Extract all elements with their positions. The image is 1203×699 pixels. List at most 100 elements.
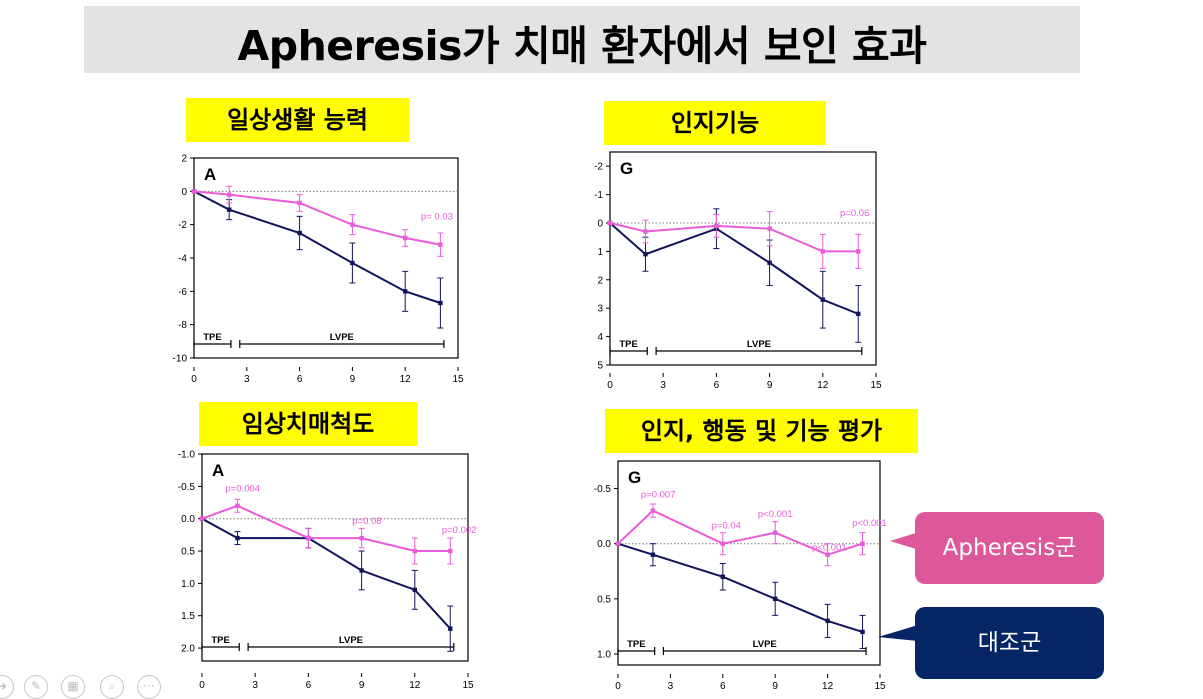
- p-value-annotation: p<0.001: [812, 542, 847, 553]
- slides-grid-icon[interactable]: ▦: [61, 675, 85, 699]
- apheresis-data-point: [412, 548, 417, 554]
- callout-pointer-apheresis: [890, 533, 916, 549]
- x-tick-label: 0: [199, 680, 205, 691]
- apheresis-data-point: [448, 548, 453, 554]
- y-tick-label: -10: [173, 354, 188, 365]
- phase-label: LVPE: [747, 339, 771, 350]
- apheresis-data-point: [235, 503, 240, 508]
- p-value-annotation: p=0.002: [442, 525, 477, 536]
- y-tick-label: 1.0: [597, 649, 611, 660]
- x-tick-label: 0: [607, 380, 613, 391]
- legend-apheresis: Apheresis군: [915, 512, 1104, 584]
- p-value-annotation: p<0.001: [758, 509, 793, 520]
- plot-frame: [609, 151, 877, 366]
- y-tick-label: 2: [597, 275, 603, 286]
- control-data-point: [825, 618, 830, 624]
- more-options-icon[interactable]: ···: [137, 675, 161, 699]
- apheresis-series-line: [609, 222, 859, 253]
- x-tick-label: 9: [359, 680, 365, 691]
- control-data-point: [856, 311, 861, 317]
- apheresis-series-line: [193, 190, 441, 246]
- legend-control: 대조군: [915, 607, 1104, 679]
- control-data-point: [820, 297, 825, 302]
- y-tick-label: 0.5: [597, 594, 611, 605]
- slide-title: Apheresis가 치매 환자에서 보인 효과: [237, 22, 927, 70]
- chart-label-cognition: 인지기능: [604, 101, 826, 145]
- panel-letter: A: [204, 165, 216, 184]
- apheresis-data-point: [650, 508, 656, 513]
- control-data-point: [235, 535, 240, 541]
- apheresis-data-point: [615, 541, 621, 546]
- control-data-point: [720, 574, 725, 579]
- apheresis-data-point: [359, 535, 364, 541]
- apheresis-data-point: [856, 249, 861, 254]
- p-value-annotation: p=0.004: [225, 484, 260, 495]
- x-tick-label: 3: [252, 680, 258, 691]
- control-data-point: [448, 626, 453, 631]
- control-data-point: [403, 289, 408, 294]
- y-tick-label: -2: [178, 220, 187, 231]
- apheresis-data-point: [820, 249, 825, 254]
- slide-arrow-icon[interactable]: ➜: [0, 675, 14, 699]
- apheresis-data-point: [403, 235, 408, 241]
- x-tick-label: 0: [615, 681, 621, 692]
- chart-label-cdr: 임상치매척도: [199, 402, 417, 446]
- y-tick-label: 0.0: [597, 539, 611, 550]
- control-data-point: [643, 252, 648, 257]
- chart-cognition: -2 -1 0 1 2 3 4 5 0 3 6 9 12 15 G TPE LVPE p=0.06: [570, 150, 890, 391]
- apheresis-data-point: [607, 220, 613, 226]
- chart-cbb: -0.5 0.0 0.5 1.0 0 3 6 9 12 15 G TPE LVPE p=0.007 p=0.…: [570, 455, 890, 695]
- x-tick-label: 6: [714, 380, 720, 391]
- panel-letter: G: [620, 159, 633, 178]
- control-series-line: [201, 517, 452, 630]
- callout-pointers: [878, 533, 918, 641]
- apheresis-data-point: [643, 229, 648, 234]
- apheresis-data-point: [191, 189, 197, 194]
- control-series-line: [609, 222, 859, 315]
- control-series-line: [617, 542, 863, 633]
- x-tick-label: 15: [462, 680, 474, 691]
- apheresis-data-point: [306, 535, 311, 541]
- control-data-point: [297, 230, 302, 236]
- p-value-annotation: p<0.001: [852, 518, 887, 529]
- control-data-point: [767, 260, 772, 265]
- slideshow-toolbar: ➜ ✎ ▦ ⌕ ···: [0, 675, 180, 699]
- pen-icon[interactable]: ✎: [24, 675, 48, 699]
- x-tick-label: 3: [660, 380, 666, 391]
- x-tick-label: 12: [817, 380, 829, 391]
- apheresis-data-point: [720, 541, 725, 546]
- y-tick-label: 3: [597, 304, 603, 315]
- panel-letter: A: [212, 461, 224, 480]
- apheresis-data-point: [227, 192, 232, 197]
- y-tick-label: -1: [594, 190, 603, 201]
- apheresis-series-line: [201, 504, 451, 553]
- plot-frame: [193, 157, 459, 359]
- zoom-icon[interactable]: ⌕: [100, 675, 124, 699]
- y-tick-label: 0.5: [181, 547, 195, 558]
- plot-frame: [201, 453, 469, 662]
- apheresis-data-point: [199, 516, 205, 521]
- control-data-point: [650, 552, 656, 557]
- plot-frame: [617, 460, 881, 666]
- p-value-annotation: p=0.06: [840, 208, 869, 219]
- x-tick-label: 9: [767, 380, 773, 391]
- control-data-point: [860, 629, 865, 635]
- apheresis-data-point: [773, 530, 778, 535]
- x-tick-label: 6: [306, 680, 312, 691]
- chart-label-cbb: 인지, 행동 및 기능 평가: [605, 409, 918, 453]
- control-series-line: [193, 190, 441, 304]
- control-data-point: [350, 260, 355, 266]
- chart-label-daily-living: 일상생활 능력: [186, 98, 409, 142]
- title-banner: Apheresis가 치매 환자에서 보인 효과: [84, 6, 1080, 73]
- y-tick-label: 0: [597, 219, 603, 230]
- apheresis-data-point: [297, 200, 302, 206]
- apheresis-data-point: [767, 226, 772, 231]
- callout-pointer-control: [878, 625, 918, 641]
- apheresis-data-point: [860, 541, 865, 546]
- y-tick-label: -0.5: [594, 484, 612, 495]
- y-tick-label: -1.0: [178, 450, 196, 461]
- chart-cbb-svg: -0.5 0.0 0.5 1.0 0 3 6 9 12 15 G TPE LVPE p=0.007 p=0.…: [594, 460, 887, 692]
- apheresis-data-point: [438, 242, 443, 247]
- x-tick-label: 9: [350, 374, 356, 385]
